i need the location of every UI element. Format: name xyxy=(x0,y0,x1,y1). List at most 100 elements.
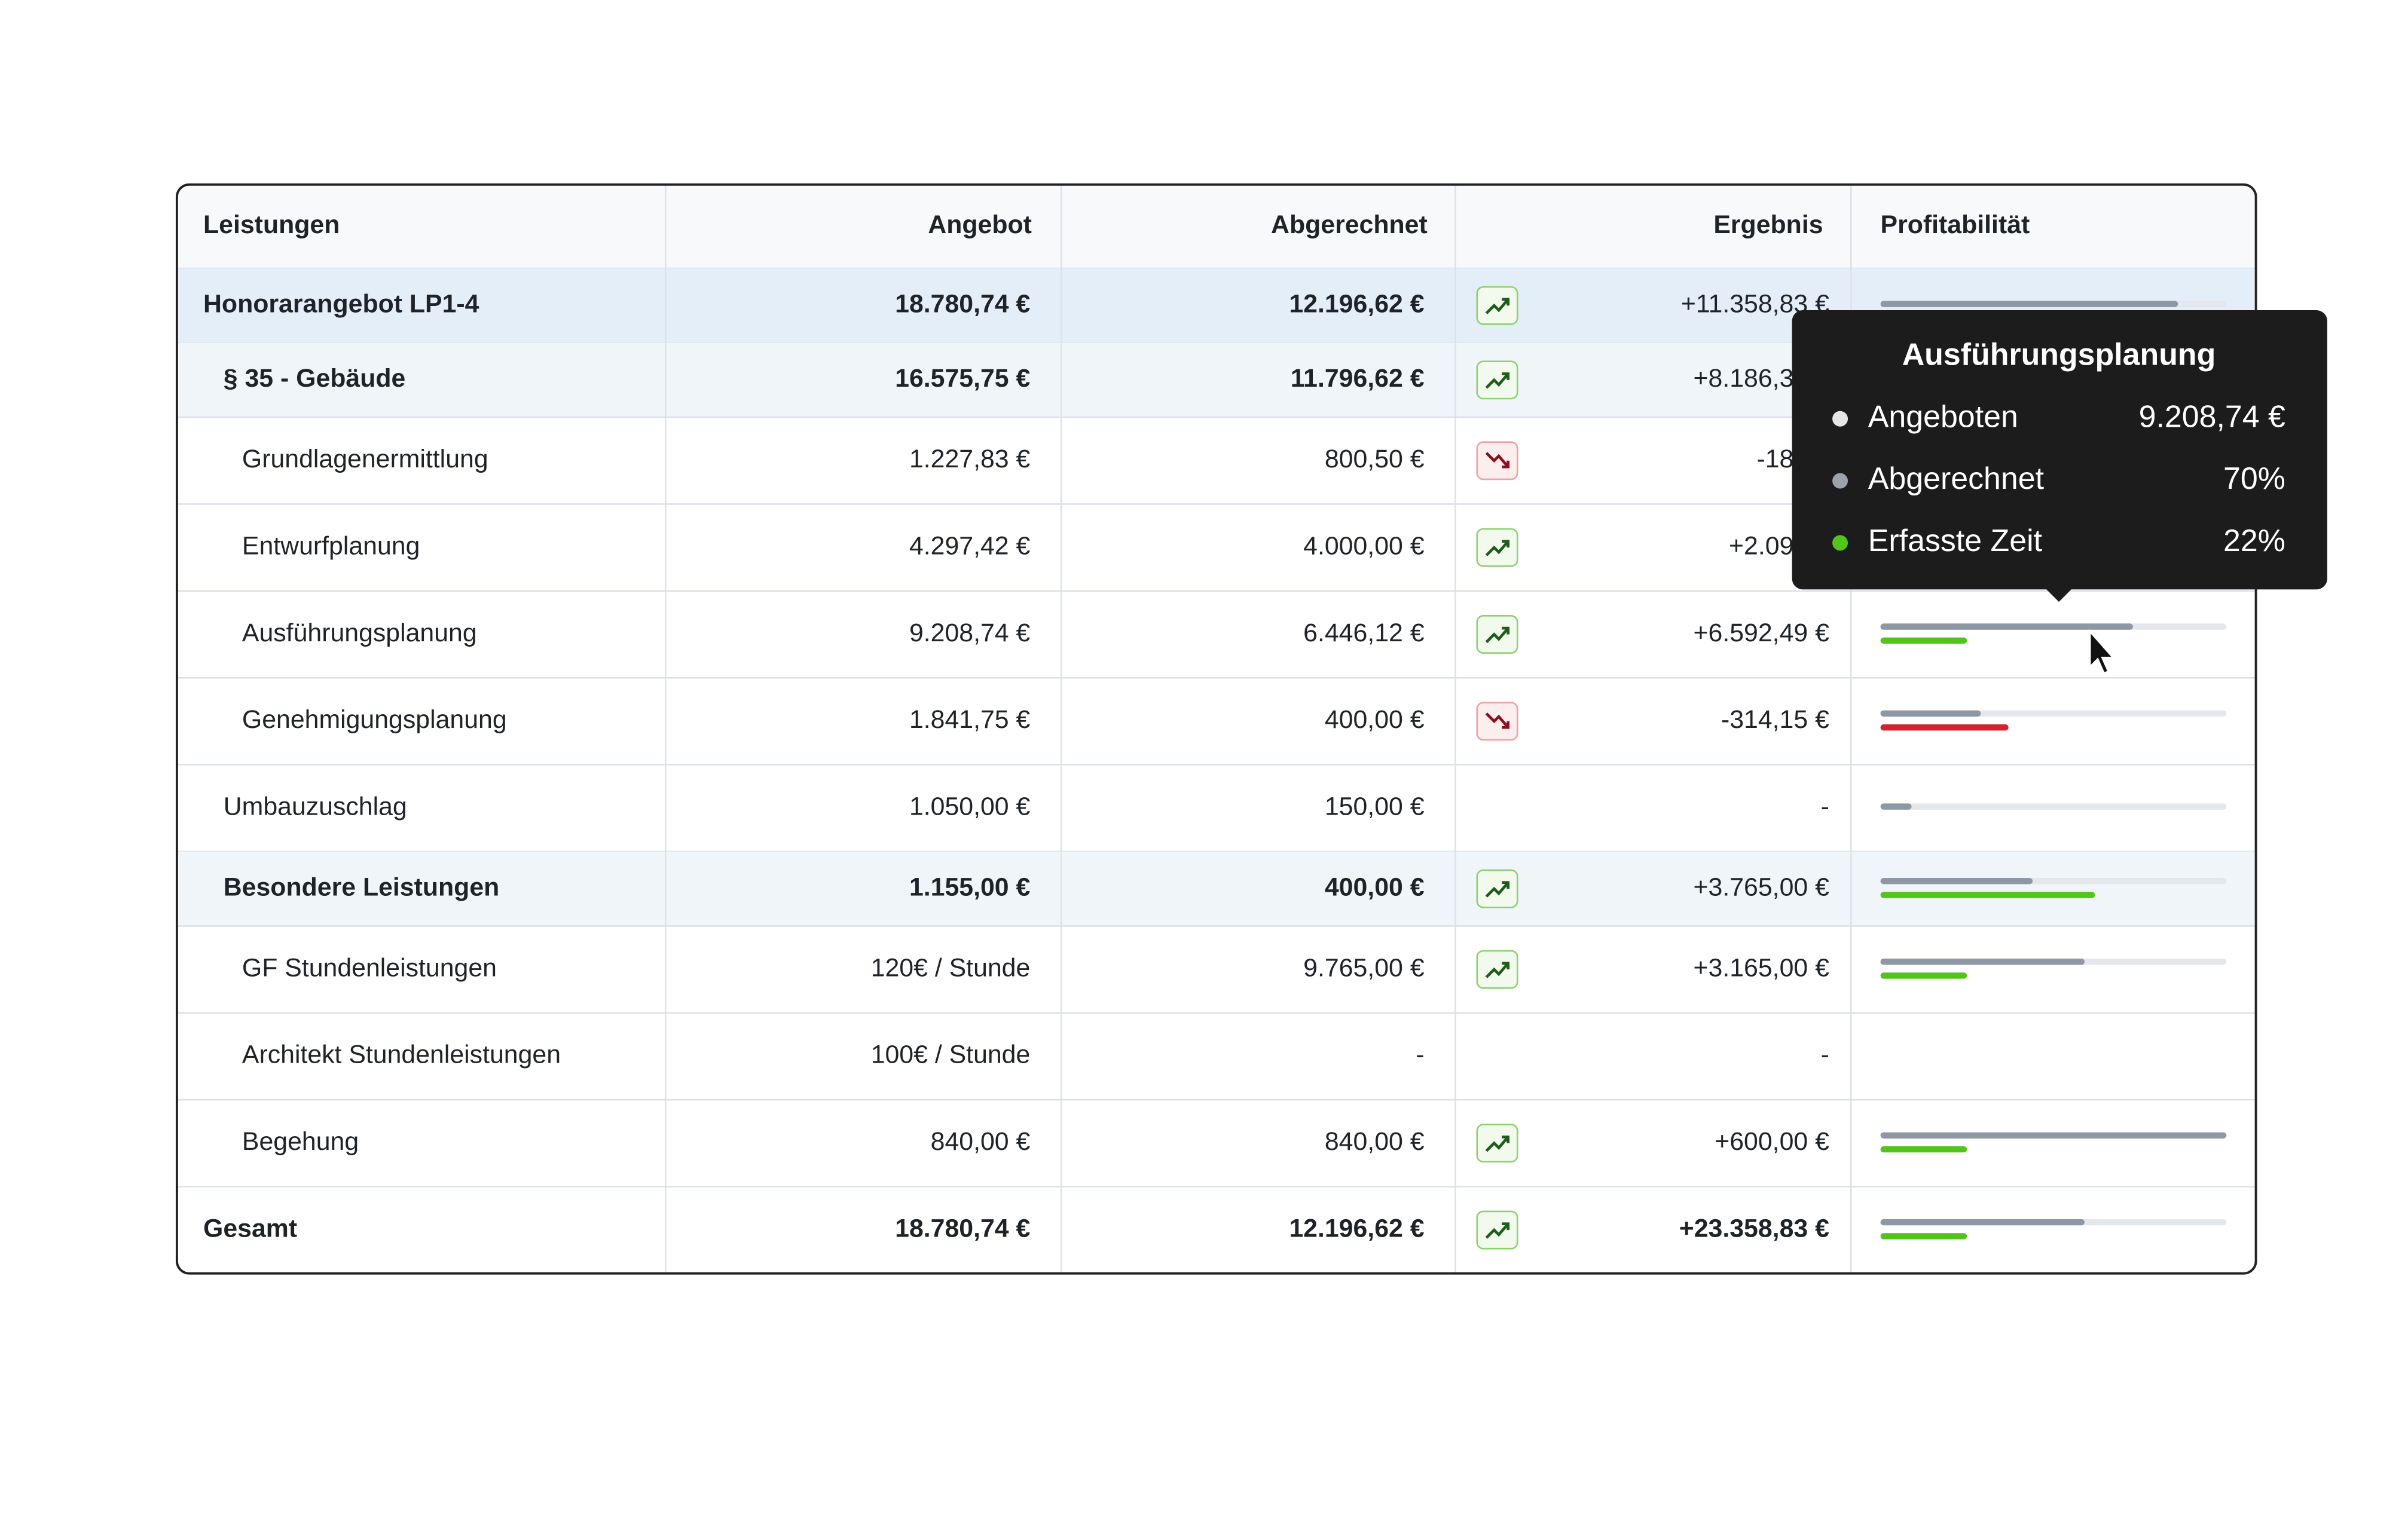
bar-billed xyxy=(1880,301,2178,307)
trend-arrow xyxy=(1485,712,1510,729)
cell-angebot: 840,00 € xyxy=(931,1127,1031,1156)
cell-abgerechnet: 12.196,62 € xyxy=(1289,1214,1424,1243)
cell-angebot: 16.575,75 € xyxy=(895,364,1030,393)
row-bg xyxy=(178,851,2255,926)
bar-billed xyxy=(1880,877,2033,885)
cell-name: Grundlagenermittlung xyxy=(242,445,488,473)
trend-arrow xyxy=(1485,372,1510,389)
trend-icon xyxy=(1476,869,1518,908)
cell-abgerechnet: - xyxy=(1416,1041,1424,1069)
trend-arrow xyxy=(1485,1222,1510,1239)
trend-icon xyxy=(1476,286,1518,325)
cell-ergebnis: +600,00 € xyxy=(1715,1127,1829,1156)
cell-angebot: 4.297,42 € xyxy=(909,531,1031,560)
bar-time xyxy=(1880,1233,1967,1240)
trend-arrow xyxy=(1485,452,1510,469)
trend-icon xyxy=(1476,950,1518,989)
bar-time xyxy=(1880,724,2009,731)
header-cell: Ergebnis xyxy=(1713,210,1823,239)
bar-billed xyxy=(1880,623,2134,630)
header-bg xyxy=(178,186,2255,268)
cell-angebot: 9.208,74 € xyxy=(909,619,1031,647)
cell-name: Begehung xyxy=(242,1127,359,1156)
cell-abgerechnet: 150,00 € xyxy=(1325,792,1425,821)
tooltip-dot xyxy=(1832,535,1848,551)
cell-angebot: 1.050,00 € xyxy=(909,792,1031,821)
cell-name: Architekt Stundenleistungen xyxy=(242,1041,561,1069)
cell-ergebnis: +23.358,83 € xyxy=(1679,1214,1829,1243)
cell-ergebnis: -314,15 € xyxy=(1721,705,1829,734)
mouse-cursor xyxy=(2089,629,2116,675)
cell-abgerechnet: 9.765,00 € xyxy=(1303,953,1425,982)
tooltip-arrow xyxy=(2045,587,2073,602)
cell-name: Gesamt xyxy=(203,1214,297,1243)
cell-name: Umbauzuschlag xyxy=(224,792,407,821)
tooltip-title: Ausführungsplanung xyxy=(1902,337,2216,372)
bar-billed xyxy=(1880,1132,2227,1139)
trend-arrow xyxy=(1485,881,1510,898)
cell-name: Entwurfplanung xyxy=(242,531,420,560)
cell-ergebnis: +6.592,49 € xyxy=(1694,619,1830,647)
table-bg xyxy=(176,184,2256,1274)
trend-arrow xyxy=(1485,962,1510,978)
tooltip-box xyxy=(1792,310,2327,590)
cell-angebot: 120€ / Stunde xyxy=(871,953,1031,982)
cell-ergebnis: - xyxy=(1821,1041,1829,1069)
trend-icon xyxy=(1476,441,1518,481)
tooltip-label: Erfasste Zeit xyxy=(1868,523,2043,558)
cell-abgerechnet: 11.796,62 € xyxy=(1291,364,1425,393)
cell-angebot: 1.841,75 € xyxy=(909,705,1031,734)
header-cell: Abgerechnet xyxy=(1271,210,1428,239)
header-cell: Profitabilität xyxy=(1881,210,2030,239)
bar-billed xyxy=(1880,710,1981,717)
cell-abgerechnet: 6.446,12 € xyxy=(1303,619,1425,647)
trend-icon xyxy=(1476,1210,1518,1250)
bar-time xyxy=(1880,892,2095,898)
cell-ergebnis: +3.765,00 € xyxy=(1694,873,1830,901)
trend-icon xyxy=(1476,528,1518,567)
cell-ergebnis: - xyxy=(1821,792,1829,821)
cell-abgerechnet: 800,50 € xyxy=(1325,445,1425,473)
tooltip-dot xyxy=(1832,411,1848,427)
tooltip-label: Angeboten xyxy=(1868,399,2018,433)
cell-name: GF Stundenleistungen xyxy=(242,953,497,982)
trend-icon xyxy=(1476,702,1518,741)
trend-icon xyxy=(1476,360,1518,400)
tooltip-value: 22% xyxy=(2223,523,2285,558)
cell-abgerechnet: 12.196,62 € xyxy=(1289,290,1424,319)
cell-angebot: 18.780,74 € xyxy=(895,1214,1030,1243)
cell-name: Genehmigungsplanung xyxy=(242,705,507,734)
tooltip-label: Abgerechnet xyxy=(1868,461,2045,495)
header-cell: Angebot xyxy=(928,210,1032,239)
tooltip-value: 70% xyxy=(2223,461,2285,495)
trend-arrow xyxy=(1485,1136,1510,1152)
cell-abgerechnet: 840,00 € xyxy=(1325,1127,1425,1156)
tooltip-value: 9.208,74 € xyxy=(2139,399,2285,433)
table: Leistungen Angebot Abgerechnet Ergebnis Prof… xyxy=(176,184,2256,1274)
trend-icon xyxy=(1476,1124,1518,1163)
cell-name: § 35 - Gebäude xyxy=(224,364,406,393)
cell-abgerechnet: 400,00 € xyxy=(1325,873,1425,901)
bar-time xyxy=(1880,972,1967,979)
cell-ergebnis: +3.165,00 € xyxy=(1694,953,1830,982)
cell-angebot: 1.155,00 € xyxy=(909,873,1031,901)
cell-name: Ausführungsplanung xyxy=(242,619,477,647)
cell-angebot: 100€ / Stunde xyxy=(871,1041,1031,1069)
trend-arrow xyxy=(1485,540,1510,556)
trend-icon xyxy=(1476,615,1518,654)
trend-arrow xyxy=(1485,626,1510,644)
cell-abgerechnet: 400,00 € xyxy=(1325,705,1425,734)
table-border xyxy=(175,183,2257,1275)
bar-time xyxy=(1880,1146,1967,1153)
tooltip: Ausführungsplanung Angeboten 9.208,74 € Ab… xyxy=(1792,310,2327,602)
bar-time xyxy=(1880,637,1967,644)
bar-billed xyxy=(1880,958,2085,965)
tooltip-dot xyxy=(1832,473,1848,489)
bar-billed xyxy=(1880,1219,2085,1226)
bar-billed xyxy=(1880,803,1912,810)
cell-angebot: 1.227,83 € xyxy=(909,445,1031,473)
cell-abgerechnet: 4.000,00 € xyxy=(1303,531,1425,560)
cell-name: Besondere Leistungen xyxy=(224,873,500,901)
